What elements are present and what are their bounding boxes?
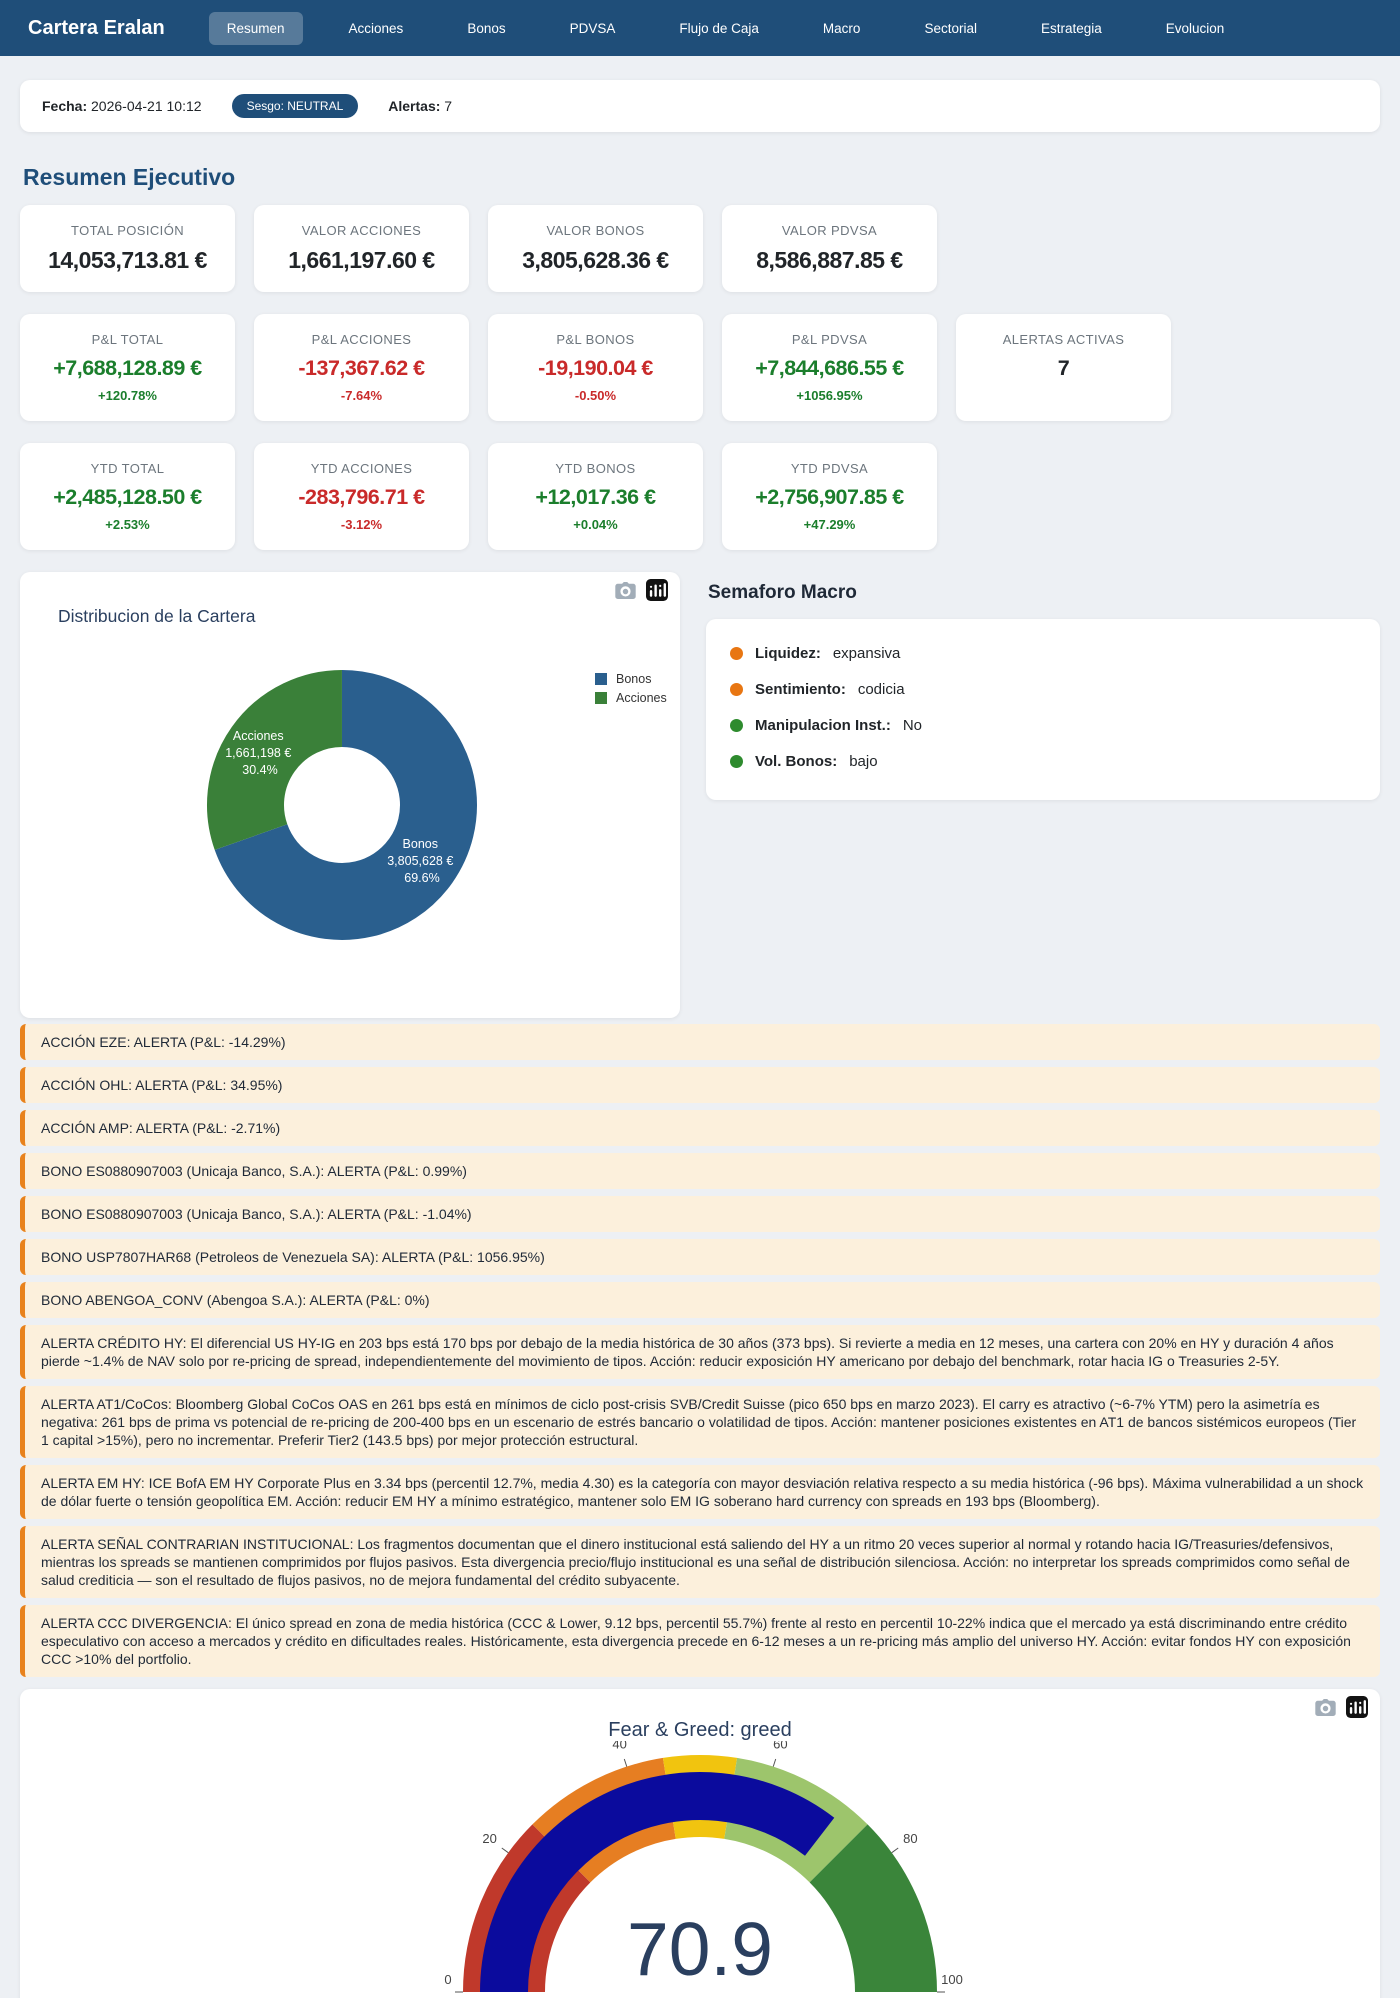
donut-legend: Bonos Acciones — [595, 672, 667, 710]
donut-slices[interactable] — [207, 670, 477, 940]
sesgo-badge: Sesgo: NEUTRAL — [231, 94, 359, 118]
svg-text:60: 60 — [773, 1741, 787, 1752]
svg-text:100: 100 — [941, 1972, 963, 1987]
alerts-list: ACCIÓN EZE: ALERTA (P&L: -14.29%) ACCIÓN… — [20, 1024, 1380, 1677]
gauge-axis-ticks: 0 20 40 60 80 100 — [444, 1741, 963, 1993]
top-nav: Cartera Eralan Resumen Acciones Bonos PD… — [0, 0, 1400, 56]
card-total-posicion: TOTAL POSICIÓN 14,053,713.81 € — [20, 205, 235, 292]
card-ytd-acciones: YTD ACCIONES -283,796.71 € -3.12% — [254, 443, 469, 550]
semaforo-row-vol-bonos: Vol. Bonos: bajo — [730, 753, 1356, 770]
fecha-label: Fecha: — [42, 98, 88, 114]
svg-text:0: 0 — [444, 1972, 451, 1987]
plotly-logo-icon[interactable] — [1346, 1696, 1368, 1718]
alert-item: ACCIÓN AMP: ALERTA (P&L: -2.71%) — [20, 1110, 1380, 1146]
alert-item: ACCIÓN OHL: ALERTA (P&L: 34.95%) — [20, 1067, 1380, 1103]
plotly-logo-icon[interactable] — [646, 579, 668, 601]
donut-chart-title: Distribucion de la Cartera — [58, 606, 256, 626]
semaforo-column: Semaforo Macro Liquidez: expansiva Senti… — [706, 572, 1380, 800]
alert-item: BONO ES0880907003 (Unicaja Banco, S.A.):… — [20, 1196, 1380, 1232]
tab-pdvsa[interactable]: PDVSA — [569, 20, 616, 36]
card-pnl-acciones: P&L ACCIONES -137,367.62 € -7.64% — [254, 314, 469, 421]
nav-tabs: Resumen Acciones Bonos PDVSA Flujo de Ca… — [195, 11, 1257, 45]
gauge-value-number: 70.9 — [627, 1907, 773, 1991]
alert-item: ALERTA CRÉDITO HY: El diferencial US HY-… — [20, 1325, 1380, 1379]
alert-item: BONO ES0880907003 (Unicaja Banco, S.A.):… — [20, 1153, 1380, 1189]
status-bar: Fecha: 2026-04-21 10:12 Sesgo: NEUTRAL A… — [20, 80, 1380, 132]
svg-text:40: 40 — [612, 1741, 626, 1752]
legend-item-bonos[interactable]: Bonos — [595, 672, 667, 686]
tab-evolucion[interactable]: Evolucion — [1165, 20, 1225, 36]
alert-item: ALERTA AT1/CoCos: Bloomberg Global CoCos… — [20, 1386, 1380, 1458]
tab-sectorial[interactable]: Sectorial — [924, 20, 977, 36]
gauge-value-bar — [480, 1772, 835, 1993]
alert-item: BONO ABENGOA_CONV (Abengoa S.A.): ALERTA… — [20, 1282, 1380, 1318]
fecha-value: 2026-04-21 10:12 — [91, 98, 202, 114]
svg-text:20: 20 — [482, 1831, 496, 1846]
card-valor-acciones: VALOR ACCIONES 1,661,197.60 € — [254, 205, 469, 292]
card-alertas-activas: ALERTAS ACTIVAS 7 — [956, 314, 1171, 421]
semaforo-row-liquidez: Liquidez: expansiva — [730, 645, 1356, 662]
app-title: Cartera Eralan — [28, 16, 165, 39]
card-ytd-total: YTD TOTAL +2,485,128.50 € +2.53% — [20, 443, 235, 550]
tab-macro[interactable]: Macro — [822, 20, 861, 36]
sentimiento-status-dot — [730, 683, 743, 696]
camera-icon[interactable] — [615, 581, 636, 599]
legend-item-acciones[interactable]: Acciones — [595, 691, 667, 705]
donut-label-acciones: Acciones 1,661,198 € 30.4% — [225, 729, 295, 777]
chart-toolbar — [1315, 1696, 1368, 1718]
alert-item: BONO USP7807HAR68 (Petroleos de Venezuel… — [20, 1239, 1380, 1275]
value-cards-row: TOTAL POSICIÓN 14,053,713.81 € VALOR ACC… — [20, 205, 1380, 292]
alertas-item: Alertas: 7 — [388, 98, 452, 114]
camera-icon[interactable] — [1315, 1698, 1336, 1716]
card-valor-pdvsa: VALOR PDVSA 8,586,887.85 € — [722, 205, 937, 292]
charts-row: Distribucion de la Cartera Acciones 1,66… — [20, 572, 1380, 1018]
tab-bonos[interactable]: Bonos — [467, 20, 506, 36]
alert-item: ACCIÓN EZE: ALERTA (P&L: -14.29%) — [20, 1024, 1380, 1060]
alertas-count: 7 — [444, 98, 453, 114]
donut-label-bonos: Bonos 3,805,628 € 69.6% — [387, 837, 457, 885]
alertas-label: Alertas: — [388, 98, 441, 114]
tab-flujo-de-caja[interactable]: Flujo de Caja — [679, 20, 759, 36]
vol-bonos-status-dot — [730, 755, 743, 768]
card-pnl-total: P&L TOTAL +7,688,128.89 € +120.78% — [20, 314, 235, 421]
ytd-cards-row: YTD TOTAL +2,485,128.50 € +2.53% YTD ACC… — [20, 443, 1380, 550]
alert-item: ALERTA CCC DIVERGENCIA: El único spread … — [20, 1605, 1380, 1677]
liquidez-status-dot — [730, 647, 743, 660]
card-valor-bonos: VALOR BONOS 3,805,628.36 € — [488, 205, 703, 292]
semaforo-row-manipulacion: Manipulacion Inst.: No — [730, 717, 1356, 734]
legend-swatch-acciones — [595, 692, 607, 704]
portfolio-donut-chart: Acciones 1,661,198 € 30.4% Bonos 3,805,6… — [207, 670, 477, 940]
semaforo-title: Semaforo Macro — [708, 582, 857, 603]
legend-swatch-bonos — [595, 673, 607, 685]
page-title: Resumen Ejecutivo — [23, 164, 236, 190]
gauge-title: Fear & Greed: greed — [608, 1719, 792, 1741]
manipulacion-status-dot — [730, 719, 743, 732]
pnl-cards-row: P&L TOTAL +7,688,128.89 € +120.78% P&L A… — [20, 314, 1380, 421]
fecha-item: Fecha: 2026-04-21 10:12 — [42, 98, 202, 114]
alert-item: ALERTA SEÑAL CONTRARIAN INSTITUCIONAL: L… — [20, 1526, 1380, 1598]
fear-greed-gauge: 0 20 40 60 80 100 70.9 — [444, 1741, 963, 1994]
fear-greed-card: Fear & Greed: greed 0 20 40 60 80 100 70.9 — [20, 1689, 1380, 1998]
tab-resumen[interactable]: Resumen — [208, 11, 303, 45]
tab-acciones[interactable]: Acciones — [348, 20, 404, 36]
card-pnl-bonos: P&L BONOS -19,190.04 € -0.50% — [488, 314, 703, 421]
alert-item: ALERTA EM HY: ICE BofA EM HY Corporate P… — [20, 1465, 1380, 1519]
tab-estrategia[interactable]: Estrategia — [1040, 20, 1102, 36]
semaforo-card: Liquidez: expansiva Sentimiento: codicia… — [706, 619, 1380, 800]
card-ytd-pdvsa: YTD PDVSA +2,756,907.85 € +47.29% — [722, 443, 937, 550]
portfolio-distribution-card: Distribucion de la Cartera Acciones 1,66… — [20, 572, 680, 1018]
chart-toolbar — [615, 579, 668, 601]
svg-text:80: 80 — [903, 1831, 917, 1846]
card-ytd-bonos: YTD BONOS +12,017.36 € +0.04% — [488, 443, 703, 550]
card-pnl-pdvsa: P&L PDVSA +7,844,686.55 € +1056.95% — [722, 314, 937, 421]
semaforo-row-sentimiento: Sentimiento: codicia — [730, 681, 1356, 698]
